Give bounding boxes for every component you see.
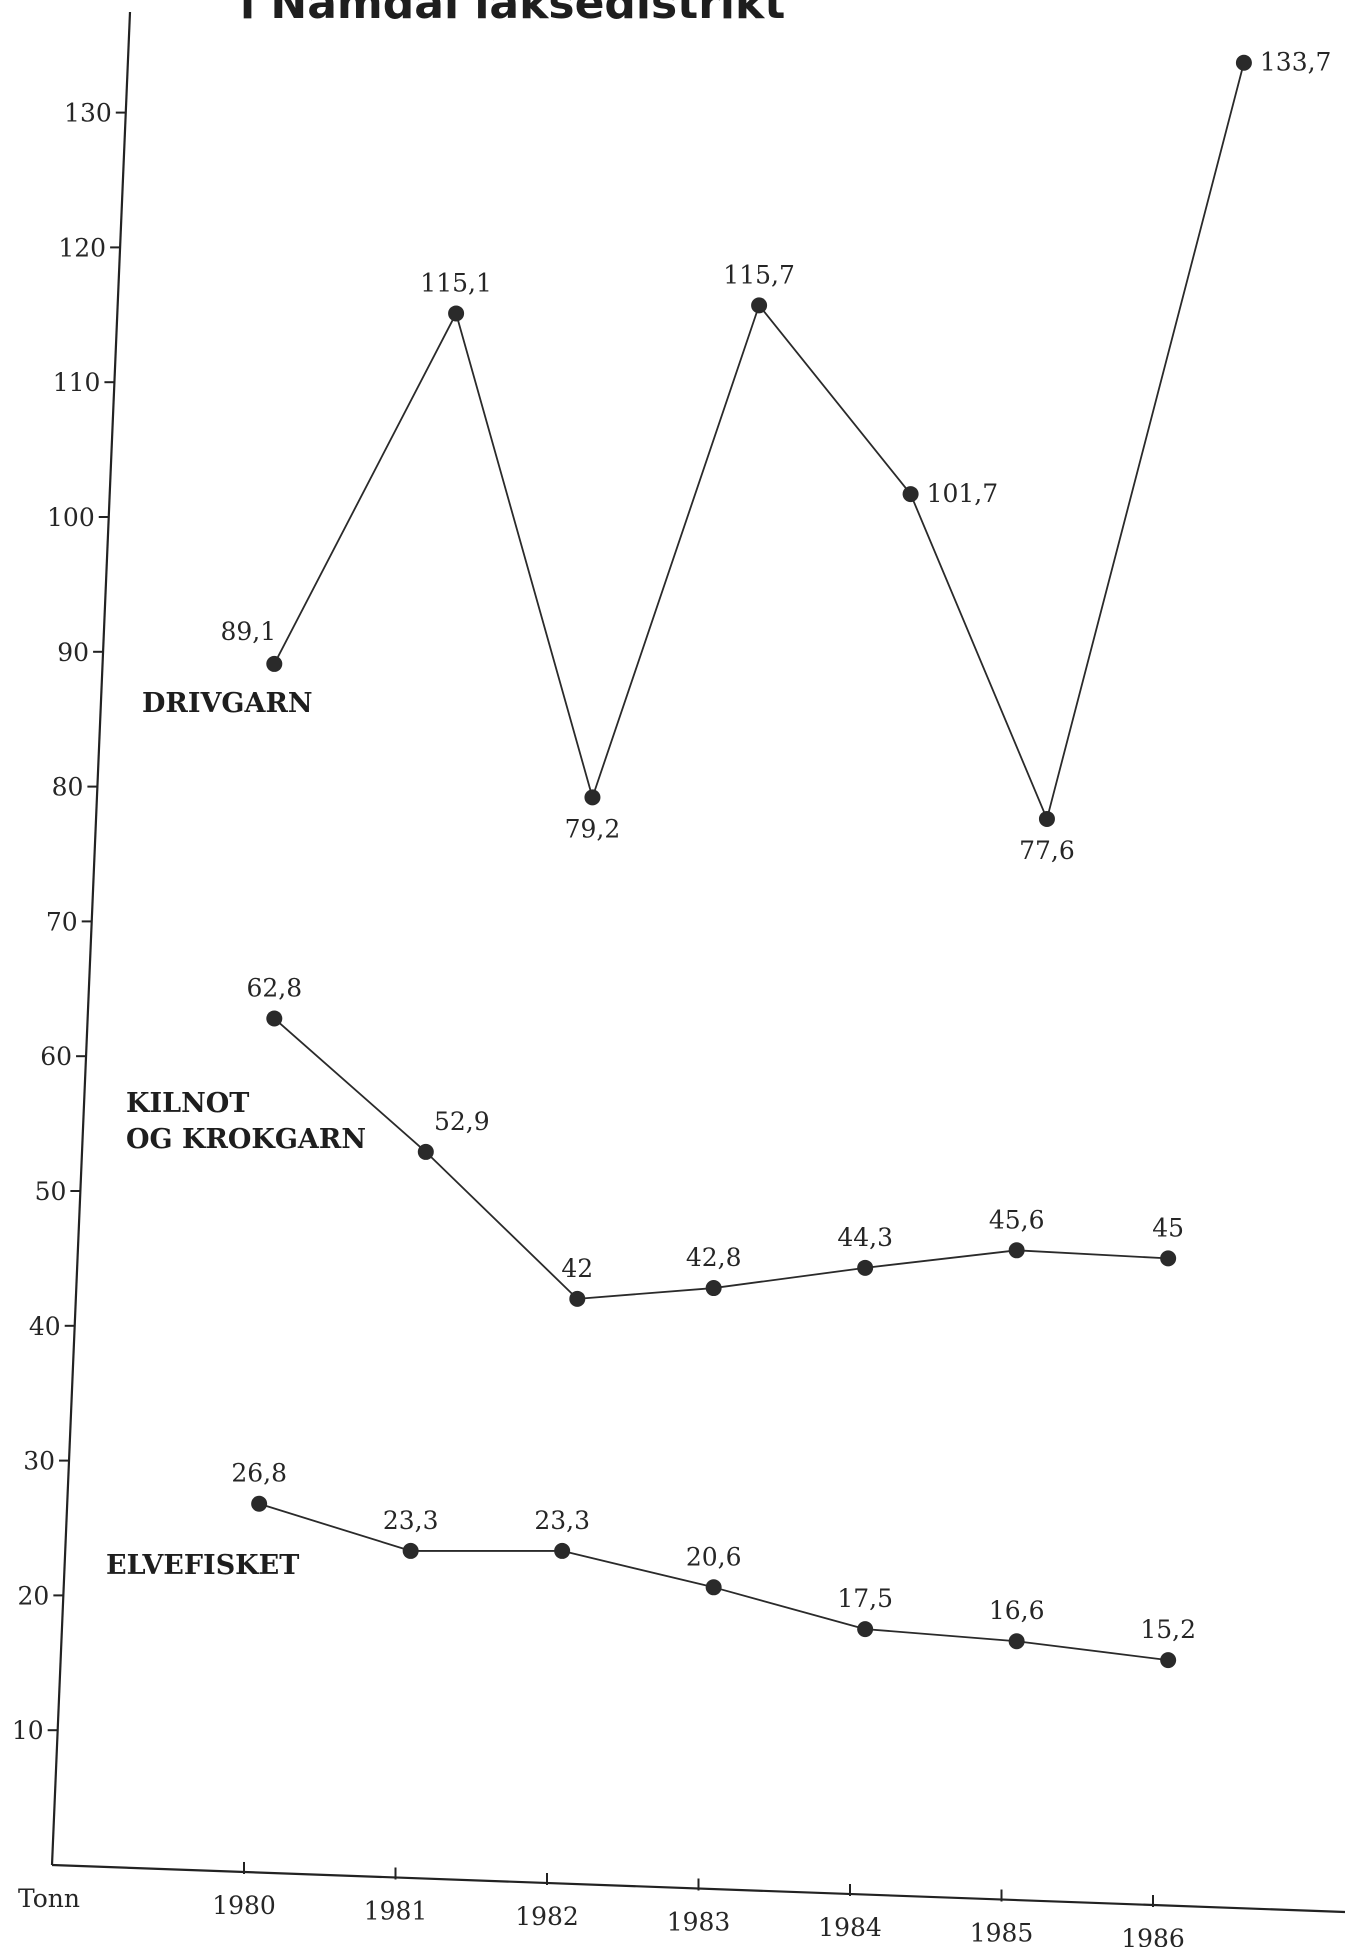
data-label-kilnot-og-krokgarn: 42,8 (686, 1243, 742, 1272)
data-point-drivgarn (584, 789, 601, 806)
x-tick-label: 1985 (970, 1919, 1034, 1947)
data-label-drivgarn: 133,7 (1260, 48, 1332, 77)
data-point-elvefisket (402, 1542, 419, 1559)
x-tick-label: 1980 (212, 1891, 276, 1920)
data-point-elvefisket (857, 1621, 874, 1638)
data-label-elvefisket: 23,3 (534, 1506, 590, 1535)
data-point-kilnot-og-krokgarn (417, 1143, 434, 1160)
series-line-drivgarn (273, 62, 1245, 820)
series-label-drivgarn: DRIVGARN (142, 688, 313, 719)
data-point-kilnot-og-krokgarn (1160, 1250, 1177, 1267)
y-tick-label: 30 (23, 1447, 55, 1476)
data-point-kilnot-og-krokgarn (266, 1010, 283, 1027)
y-tick-label: 70 (46, 907, 78, 936)
data-label-elvefisket: 16,6 (989, 1596, 1045, 1625)
data-point-drivgarn (1038, 810, 1055, 827)
data-point-elvefisket (1160, 1652, 1177, 1669)
data-label-drivgarn: 89,1 (220, 617, 276, 646)
y-axis-label: Tonn (18, 1884, 80, 1913)
data-point-drivgarn (751, 297, 768, 314)
data-label-elvefisket: 26,8 (231, 1459, 287, 1488)
y-tick-label: 110 (53, 368, 101, 397)
data-label-kilnot-og-krokgarn: 52,9 (434, 1107, 490, 1136)
x-tick-label: 1982 (515, 1902, 579, 1931)
data-label-kilnot-og-krokgarn: 62,8 (246, 973, 302, 1002)
x-tick-label: 1981 (364, 1896, 428, 1925)
y-tick-label: 80 (52, 773, 84, 802)
data-label-kilnot-og-krokgarn: 45 (1152, 1213, 1184, 1242)
data-label-kilnot-og-krokgarn: 44,3 (837, 1223, 893, 1252)
data-label-kilnot-og-krokgarn: 42 (561, 1254, 593, 1283)
y-tick-label: 100 (47, 503, 95, 532)
data-point-drivgarn (1235, 54, 1252, 71)
y-tick-label: 120 (58, 233, 106, 262)
chart-title: i Namdal laksedistrikt (240, 0, 785, 29)
x-tick-label: 1983 (667, 1908, 731, 1937)
data-point-kilnot-og-krokgarn (1008, 1242, 1025, 1259)
data-label-drivgarn: 79,2 (565, 814, 621, 843)
y-tick-label: 90 (57, 638, 89, 667)
data-label-elvefisket: 15,2 (1140, 1615, 1196, 1644)
data-point-elvefisket (251, 1495, 268, 1512)
data-point-elvefisket (554, 1542, 571, 1559)
data-label-elvefisket: 23,3 (383, 1506, 439, 1535)
data-point-drivgarn (448, 305, 465, 322)
data-point-kilnot-og-krokgarn (705, 1280, 722, 1297)
data-point-elvefisket (1008, 1633, 1025, 1650)
data-label-elvefisket: 20,6 (686, 1542, 742, 1571)
y-tick-label: 60 (40, 1042, 72, 1071)
data-point-kilnot-og-krokgarn (857, 1259, 874, 1276)
y-tick-label: 10 (12, 1716, 44, 1745)
data-label-drivgarn: 115,1 (420, 268, 492, 297)
data-point-drivgarn (266, 655, 283, 672)
data-point-kilnot-og-krokgarn (569, 1290, 586, 1307)
series-label-elvefisket: ELVEFISKET (106, 1550, 299, 1581)
data-point-drivgarn (902, 486, 919, 503)
y-axis (50, 11, 132, 1866)
data-label-kilnot-og-krokgarn: 45,6 (989, 1205, 1045, 1234)
data-label-drivgarn: 115,7 (723, 260, 795, 289)
y-tick-label: 40 (29, 1312, 61, 1341)
y-tick-label: 50 (35, 1177, 67, 1206)
y-tick-label: 20 (18, 1581, 50, 1610)
data-point-elvefisket (705, 1579, 722, 1596)
data-label-elvefisket: 17,5 (837, 1584, 893, 1613)
series-label-kilnot: KILNOT OG KROKGARN (126, 1088, 366, 1155)
data-label-drivgarn: 77,6 (1019, 836, 1075, 865)
data-label-drivgarn: 101,7 (927, 479, 999, 508)
y-tick-label: 130 (64, 99, 112, 128)
x-tick-label: 1984 (818, 1913, 882, 1942)
x-tick-label: 1986 (1121, 1924, 1185, 1947)
